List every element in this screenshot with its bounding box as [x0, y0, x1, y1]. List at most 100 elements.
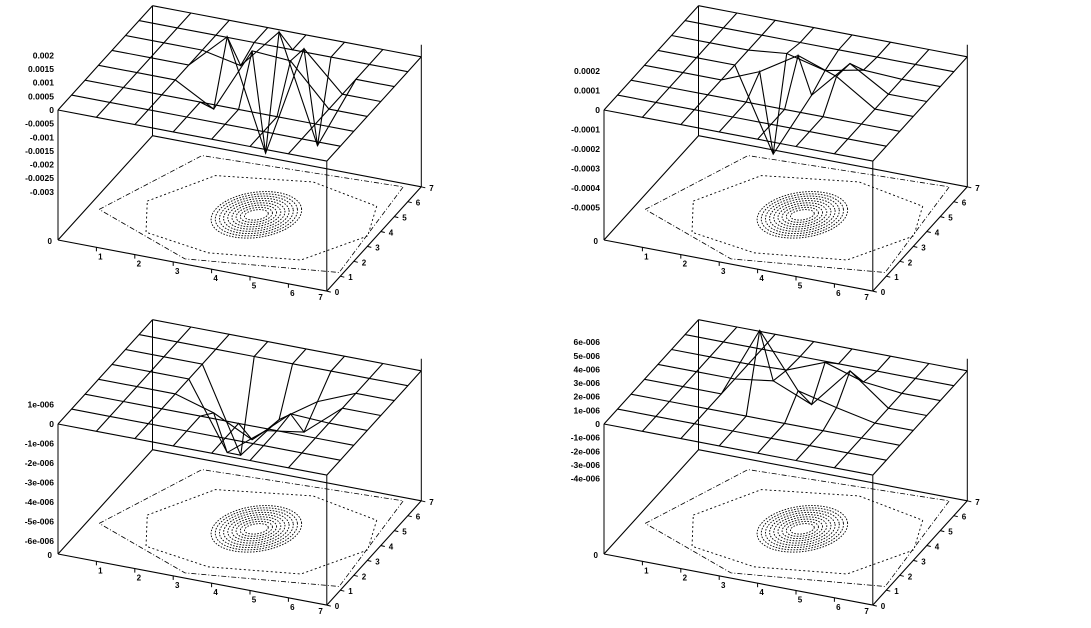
mesh-line-x [125, 31, 395, 147]
x-tick-label: 0 [48, 237, 53, 246]
contour-ring [239, 520, 273, 537]
contour-ring [760, 507, 844, 551]
contour-ring [781, 518, 824, 540]
z-tick-label: 6e-006 [574, 337, 601, 347]
base-edge [152, 449, 422, 502]
mesh-line-y [641, 326, 738, 432]
mesh-line-x [603, 423, 873, 476]
z-tick-label: 0 [595, 419, 600, 429]
mesh-line-y [172, 341, 269, 456]
mesh-line-x [684, 20, 954, 73]
mesh-line-y [287, 49, 384, 155]
y-tick-mark [967, 186, 972, 189]
z-tick-label: -4e-006 [571, 474, 601, 484]
x-tick-label: 6 [290, 289, 295, 298]
contour-outer [145, 175, 378, 261]
z-tick-label: -0.0003 [571, 163, 600, 173]
y-tick-mark [886, 275, 891, 278]
contour-ring [769, 197, 836, 232]
z-tick-label: 0 [49, 419, 54, 429]
contour-ring [223, 511, 290, 546]
mesh-line-x [630, 393, 900, 446]
base-edge [698, 449, 968, 502]
base-edge [152, 135, 422, 188]
y-tick-mark [380, 231, 385, 233]
mesh-line-x [152, 319, 422, 372]
x-tick-label: 7 [318, 293, 323, 302]
mesh-line-x [84, 79, 354, 132]
z-tick-label: -0.0005 [571, 202, 600, 212]
y-tick-mark [380, 545, 385, 547]
y-tick-mark [353, 260, 358, 263]
y-tick-mark [421, 500, 426, 503]
z-tick-label: -0.002 [30, 160, 54, 170]
x-tick-label: 4 [213, 588, 218, 597]
x-tick-label: 4 [759, 588, 764, 597]
surface-plot-3: 1e-006 0 -1e-006 -2e-006 -3e-006 -4e-006 -5e-0… [0, 314, 545, 628]
mesh-line-y [134, 333, 230, 439]
mesh-line-x [657, 49, 927, 156]
y-tick-mark [326, 290, 331, 293]
y-tick-mark [899, 260, 904, 263]
mesh-line-x [644, 54, 914, 117]
y-tick-label: 7 [975, 498, 980, 507]
mesh-line-x [698, 5, 968, 58]
y-tick-label: 0 [881, 288, 886, 297]
y-tick-mark [967, 500, 972, 503]
y-tick-mark [926, 231, 931, 233]
z-tick-label: -0.003 [30, 187, 54, 197]
contour-ring [231, 516, 282, 542]
base-edge [603, 553, 873, 606]
surface-plot-2: 0.0002 0.0001 0 -0.0001 -0.0002 -0.0003 -0.000… [546, 0, 1091, 314]
z-tick-label: 2e-006 [574, 392, 601, 402]
mesh-line-y [95, 12, 192, 118]
y-tick-mark [899, 574, 904, 577]
mesh-line-x [57, 423, 327, 476]
contour-ring [231, 202, 282, 228]
mesh-line-y [680, 333, 776, 439]
contour-outer-2 [645, 469, 950, 587]
contour-ring [210, 191, 303, 239]
contour-ring [769, 511, 836, 546]
contour-ring [218, 509, 294, 549]
contour-ring [764, 509, 840, 549]
mesh-line-x [644, 329, 914, 431]
mesh-line-y [249, 41, 345, 147]
x-tick-label: 2 [683, 574, 688, 583]
x-tick-label: 0 [48, 551, 53, 560]
y-tick-label: 0 [881, 602, 886, 611]
mesh-line-y [641, 12, 738, 118]
z-tick-label: -0.0005 [25, 119, 54, 129]
y-tick-label: 4 [389, 543, 394, 552]
mesh-line-x [57, 109, 327, 162]
z-tick-label: -5e-006 [25, 516, 55, 526]
contour-ring [764, 195, 840, 235]
plot-1-group: 0.002 0.0015 0.001 0.0005 0 -0.0005 -0.001 -0.0… [25, 5, 434, 302]
mesh-line-x [84, 393, 354, 446]
contour-ring [756, 191, 849, 239]
base-edge [57, 449, 153, 555]
z-tick-label: 0.001 [33, 78, 55, 88]
y-tick-label: 3 [921, 557, 926, 566]
y-tick-label: 4 [389, 229, 394, 238]
mesh-line-x [617, 408, 887, 461]
y-tick-label: 6 [416, 199, 421, 208]
contour-ring [223, 197, 290, 232]
x-tick-label: 2 [137, 574, 142, 583]
contour-ring [790, 209, 815, 221]
y-tick-mark [926, 545, 931, 547]
x-tick-label: 7 [864, 293, 869, 302]
x-tick-label: 2 [683, 260, 688, 269]
contour-outer-2 [99, 469, 404, 587]
mesh-line-y [757, 34, 853, 140]
z-tick-label: -2e-006 [25, 458, 55, 468]
mesh-line-x [111, 35, 381, 155]
z-tick-label: -6e-006 [25, 536, 55, 546]
y-tick-label: 7 [429, 184, 434, 193]
z-tick-label: -1e-006 [571, 433, 601, 443]
contour-outer [691, 175, 924, 261]
contour-ring [218, 195, 294, 235]
y-tick-mark [886, 589, 891, 592]
contour-ring [235, 204, 278, 226]
mesh-line-y [795, 355, 891, 461]
